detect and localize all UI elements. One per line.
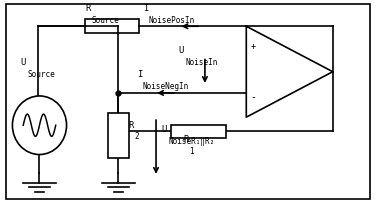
Text: U: U — [21, 58, 26, 67]
Text: NoiseR₁‖R₂: NoiseR₁‖R₂ — [168, 137, 215, 146]
Ellipse shape — [12, 96, 67, 155]
Text: U: U — [162, 125, 167, 134]
FancyBboxPatch shape — [85, 19, 139, 33]
Text: I: I — [143, 4, 148, 13]
Text: Source: Source — [92, 16, 120, 25]
Text: U: U — [179, 45, 184, 55]
FancyBboxPatch shape — [108, 113, 129, 158]
Text: -: - — [250, 92, 256, 102]
Text: NoisePosIn: NoisePosIn — [148, 16, 194, 25]
Text: +: + — [250, 42, 256, 51]
Text: Source: Source — [27, 70, 55, 79]
Text: 1: 1 — [190, 146, 194, 156]
Text: R: R — [129, 121, 134, 130]
Text: R: R — [86, 4, 91, 13]
Text: NoiseNegIn: NoiseNegIn — [143, 82, 189, 91]
Text: I: I — [137, 70, 143, 79]
Text: 2: 2 — [135, 132, 139, 141]
FancyBboxPatch shape — [171, 125, 226, 138]
Text: NoiseIn: NoiseIn — [185, 58, 218, 67]
Text: R: R — [183, 135, 189, 144]
